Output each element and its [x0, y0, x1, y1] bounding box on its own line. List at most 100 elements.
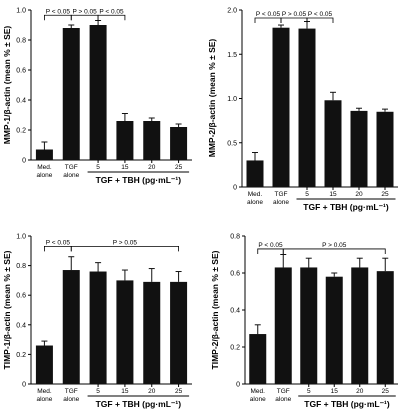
- mmp2-category-label: 5: [305, 191, 309, 198]
- timp2-bar: [376, 271, 394, 384]
- mmp2-ytick-label: 0: [233, 185, 237, 192]
- panel-timp2: 0 0.2 0.4 0.6 0.8 TIMP-2/β-actin (mean % ± SE…: [210, 234, 398, 409]
- mmp2-category-label: TGF: [275, 191, 288, 198]
- timp2-ytick-label: 0: [236, 382, 240, 389]
- timp1-ytick-label: 0: [22, 382, 26, 389]
- mmp2-ytick-label: 0.5: [227, 140, 237, 147]
- mmp2-significance-label: P < 0.05: [308, 11, 333, 18]
- timp1-ytick-label: 0.2: [16, 352, 26, 359]
- mmp1-category-label: alone: [36, 172, 52, 179]
- mmp2-significance-label: P > 0.05: [282, 11, 307, 18]
- timp1-bar: [62, 270, 80, 384]
- mmp1-bar: [35, 149, 53, 160]
- mmp2-bar: [324, 100, 342, 187]
- timp1-category-label: alone: [36, 396, 52, 403]
- panel-timp1: 0 0.2 0.4 0.6 0.8 1.0 TIMP-1/β-actin (mean % ±…: [2, 234, 192, 409]
- timp1-ytick-label: 0.4: [16, 322, 26, 329]
- mmp2-significance-bracket: [306, 17, 334, 23]
- timp2-ytick-label: 0.8: [230, 234, 240, 241]
- mmp2-category-label: 15: [329, 191, 337, 198]
- timp1-ytick-label: 0.6: [16, 293, 26, 300]
- mmp1-significance-bracket: [97, 14, 126, 21]
- mmp1-bar: [89, 25, 107, 160]
- timp2-category-label: 25: [382, 388, 390, 395]
- timp2-category-label: 15: [331, 388, 339, 395]
- timp2-significance-label: P > 0.05: [322, 242, 347, 249]
- timp2-ytick-label: 0.6: [230, 271, 240, 278]
- mmp1-category-label: TGF: [65, 164, 78, 171]
- mmp1-y-label: MMP-1/β-actin (mean % ± SE): [2, 26, 12, 145]
- mmp1-ytick-label: 1.0: [16, 8, 26, 15]
- timp2-category-label: Med.: [251, 388, 266, 395]
- mmp1-ytick-label: 0.6: [16, 68, 26, 75]
- mmp2-significance-label: P < 0.05: [256, 11, 281, 18]
- mmp2-category-label: Med.: [248, 191, 263, 198]
- mmp1-category-label: 15: [121, 164, 129, 171]
- timp2-x-label: TGF + TBH (pg·mL⁻¹): [304, 399, 390, 409]
- timp1-category-label: 25: [175, 388, 183, 395]
- mmp2-category-label: alone: [273, 199, 289, 206]
- timp1-bar: [116, 280, 134, 384]
- timp2-bar: [351, 267, 369, 384]
- mmp2-ytick-label: 1.5: [227, 52, 237, 59]
- timp1-category-label: alone: [63, 396, 79, 403]
- mmp1-x-label: TGF + TBH (pg·mL⁻¹): [96, 175, 182, 185]
- timp2-significance-bracket: [257, 248, 284, 254]
- timp2-bar: [249, 334, 267, 384]
- mmp2-bar: [350, 110, 368, 187]
- mmp1-bar: [62, 28, 80, 160]
- mmp2-significance-bracket: [254, 17, 282, 23]
- mmp2-category-label: 25: [381, 191, 389, 198]
- timp2-significance-bracket: [282, 248, 386, 254]
- timp1-x-label: TGF + TBH (pg·mL⁻¹): [96, 399, 182, 409]
- mmp1-ytick-label: 0.4: [16, 98, 26, 105]
- panel-mmp2: 0 0.5 1.0 1.5 2.0 MMP-2/β-actin (mean % ± SE)…: [207, 8, 398, 212]
- timp1-y-label: TIMP-1/β-actin (mean % ± SE): [2, 250, 12, 369]
- timp2-category-label: alone: [250, 396, 266, 403]
- timp1-bar: [143, 281, 161, 384]
- mmp2-category-label: alone: [247, 199, 263, 206]
- mmp1-significance-label: P > 0.05: [73, 8, 98, 15]
- mmp1-category-label: Med.: [37, 164, 52, 171]
- timp1-significance-bracket: [70, 245, 179, 252]
- timp1-bar: [89, 271, 107, 384]
- mmp1-ytick-label: 0.8: [16, 38, 26, 45]
- mmp1-significance-bracket: [44, 14, 72, 21]
- mmp2-y-label: MMP-2/β-actin (mean % ± SE): [207, 39, 217, 158]
- mmp1-category-label: 5: [96, 164, 100, 171]
- mmp1-significance-label: P < 0.05: [99, 8, 124, 15]
- timp2-bar: [325, 276, 343, 384]
- timp2-y-label: TIMP-2/β-actin (mean % ± SE): [210, 250, 220, 369]
- mmp1-significance-label: P < 0.05: [46, 8, 71, 15]
- mmp1-significance-bracket: [70, 14, 99, 21]
- mmp1-bar: [116, 121, 134, 160]
- timp1-category-label: TGF: [65, 388, 78, 395]
- mmp1-bar: [143, 121, 161, 160]
- timp2-category-label: 5: [307, 388, 311, 395]
- mmp2-x-label: TGF + TBH (pg·mL⁻¹): [303, 202, 389, 212]
- timp2-bar: [300, 267, 318, 384]
- mmp2-bar: [298, 28, 316, 188]
- mmp2-significance-bracket: [280, 17, 308, 23]
- timp1-category-label: 15: [121, 388, 129, 395]
- panel-mmp1: 0 0.2 0.4 0.6 0.8 1.0 MMP-1/β-actin (mean % ± …: [2, 8, 192, 185]
- timp2-category-label: 20: [356, 388, 364, 395]
- timp1-ytick-label: 1.0: [16, 234, 26, 241]
- timp2-ytick-label: 0.4: [230, 308, 240, 315]
- mmp2-category-label: 20: [355, 191, 363, 198]
- mmp2-ytick-label: 1.0: [227, 96, 237, 103]
- mmp2-bar: [246, 160, 264, 187]
- timp1-significance-label: P < 0.05: [46, 239, 71, 246]
- mmp1-ytick-label: 0: [22, 158, 26, 165]
- mmp2-ytick-label: 2.0: [227, 8, 237, 15]
- mmp1-category-label: 20: [148, 164, 156, 171]
- mmp1-category-label: 25: [175, 164, 183, 171]
- timp1-category-label: 20: [148, 388, 156, 395]
- timp1-category-label: 5: [96, 388, 100, 395]
- timp2-ytick-label: 0.2: [230, 345, 240, 352]
- mmp2-bar: [272, 27, 290, 188]
- mmp1-category-label: alone: [63, 172, 79, 179]
- mmp1-bar: [170, 127, 188, 160]
- timp2-significance-label: P < 0.05: [258, 242, 283, 249]
- timp1-significance-label: P > 0.05: [113, 239, 138, 246]
